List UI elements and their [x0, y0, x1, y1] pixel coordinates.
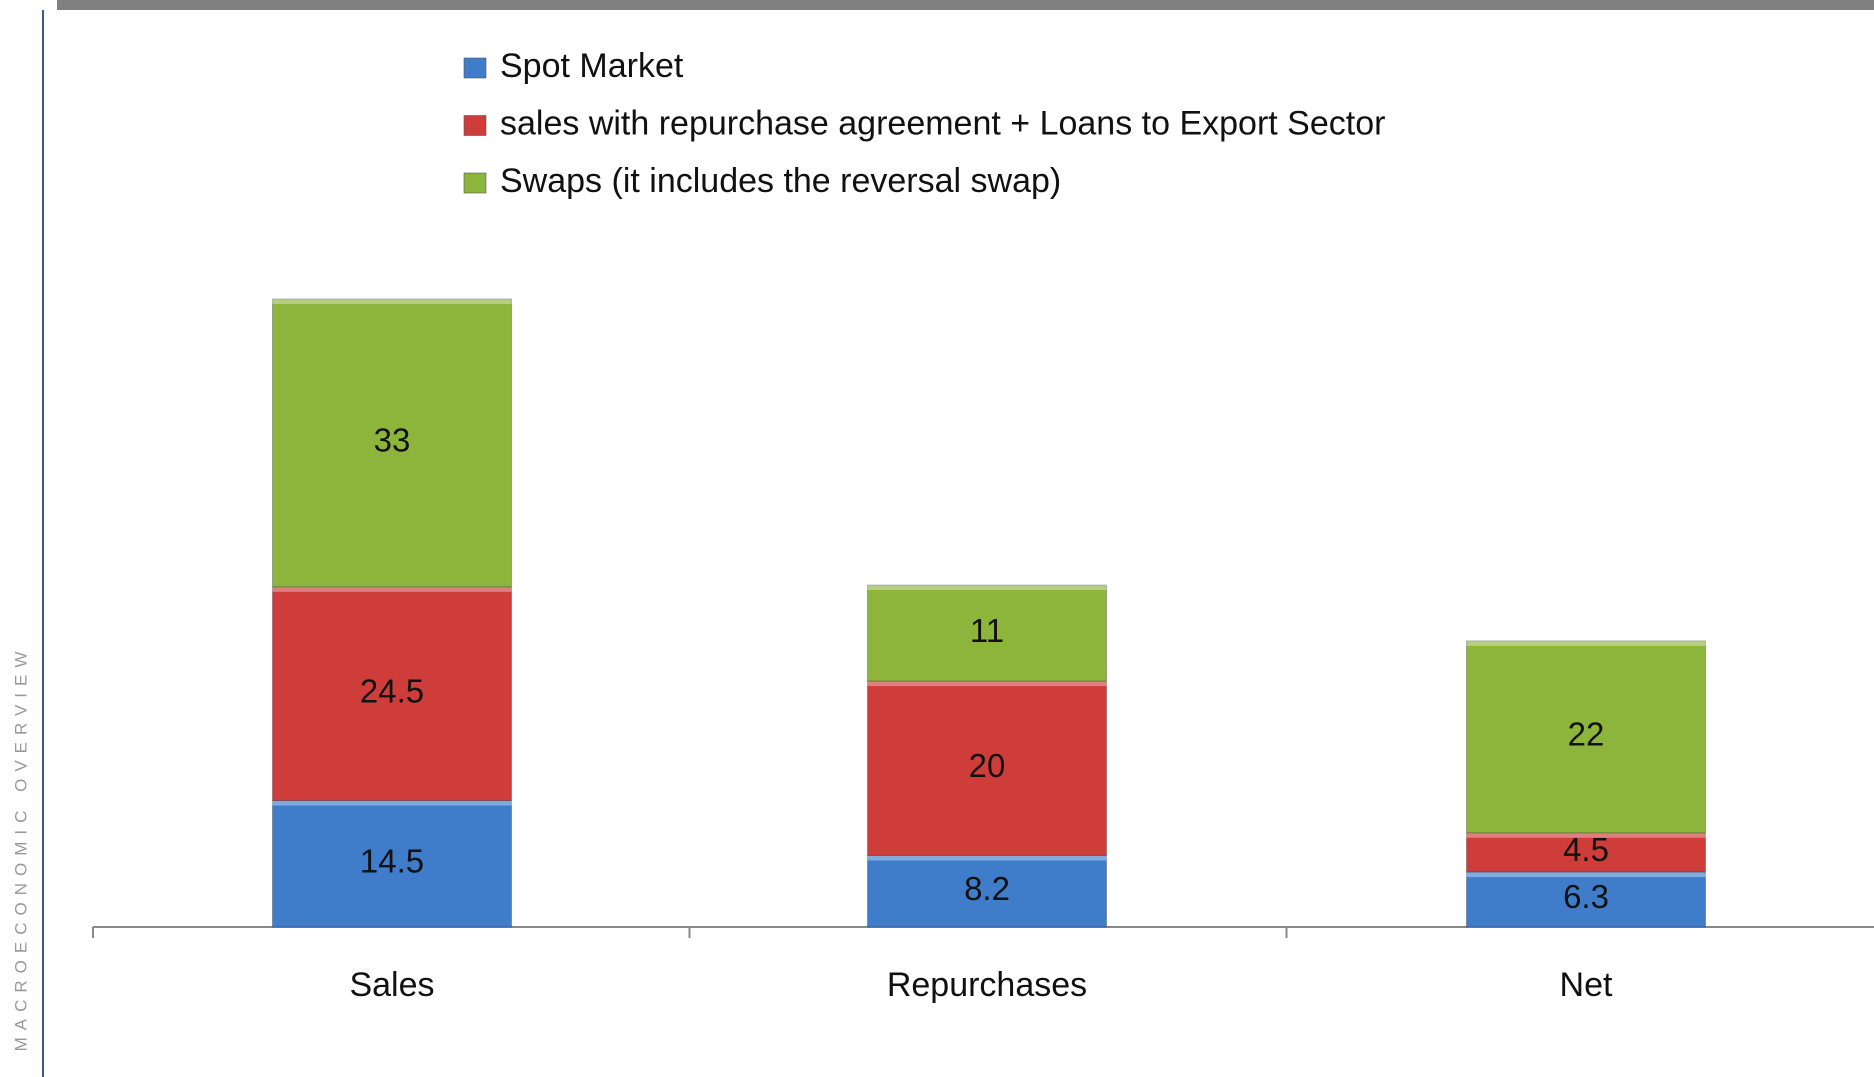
bar-segment [867, 584, 1107, 682]
legend-label: Swaps (it includes the reversal swap) [500, 162, 1061, 200]
bar-highlight [1466, 872, 1706, 878]
legend-swatch [463, 115, 487, 136]
data-label: 22 [1568, 716, 1605, 753]
x-tick-label: Sales [349, 966, 434, 1004]
data-label: 33 [374, 422, 411, 459]
data-label: 8.2 [964, 870, 1010, 907]
bar-segment [272, 800, 512, 928]
data-label: 20 [969, 747, 1006, 784]
bar-highlight [867, 855, 1107, 861]
top-bar [57, 0, 1874, 10]
side-label: MACROECONOMIC OVERVIEW [11, 645, 30, 1052]
bar-highlight [1466, 640, 1706, 646]
data-label: 11 [970, 612, 1004, 649]
x-tick-label: Net [1560, 966, 1613, 1004]
x-tick-label: Repurchases [887, 966, 1087, 1004]
legend-label: sales with repurchase agreement + Loans … [500, 104, 1385, 142]
bar-highlight [867, 681, 1107, 687]
bar-segment [1466, 640, 1706, 834]
bar-highlight [272, 299, 512, 304]
bar-highlight [272, 586, 512, 592]
bar-highlight [1466, 832, 1706, 838]
bar-segment [867, 680, 1107, 856]
bar-segment [1466, 832, 1706, 873]
bar-segment [272, 298, 512, 588]
bar-highlight [272, 800, 512, 806]
bar-segment [272, 586, 512, 802]
legend-swatch [463, 57, 487, 79]
legend-swatch [463, 172, 487, 194]
data-label: 24.5 [360, 672, 424, 709]
legend-label: Spot Market [500, 47, 684, 85]
bar-segment [1466, 871, 1706, 928]
data-label: 4.5 [1563, 831, 1609, 868]
data-label: 14.5 [360, 842, 424, 879]
data-label: 6.3 [1563, 878, 1609, 915]
bar-highlight [867, 585, 1107, 591]
